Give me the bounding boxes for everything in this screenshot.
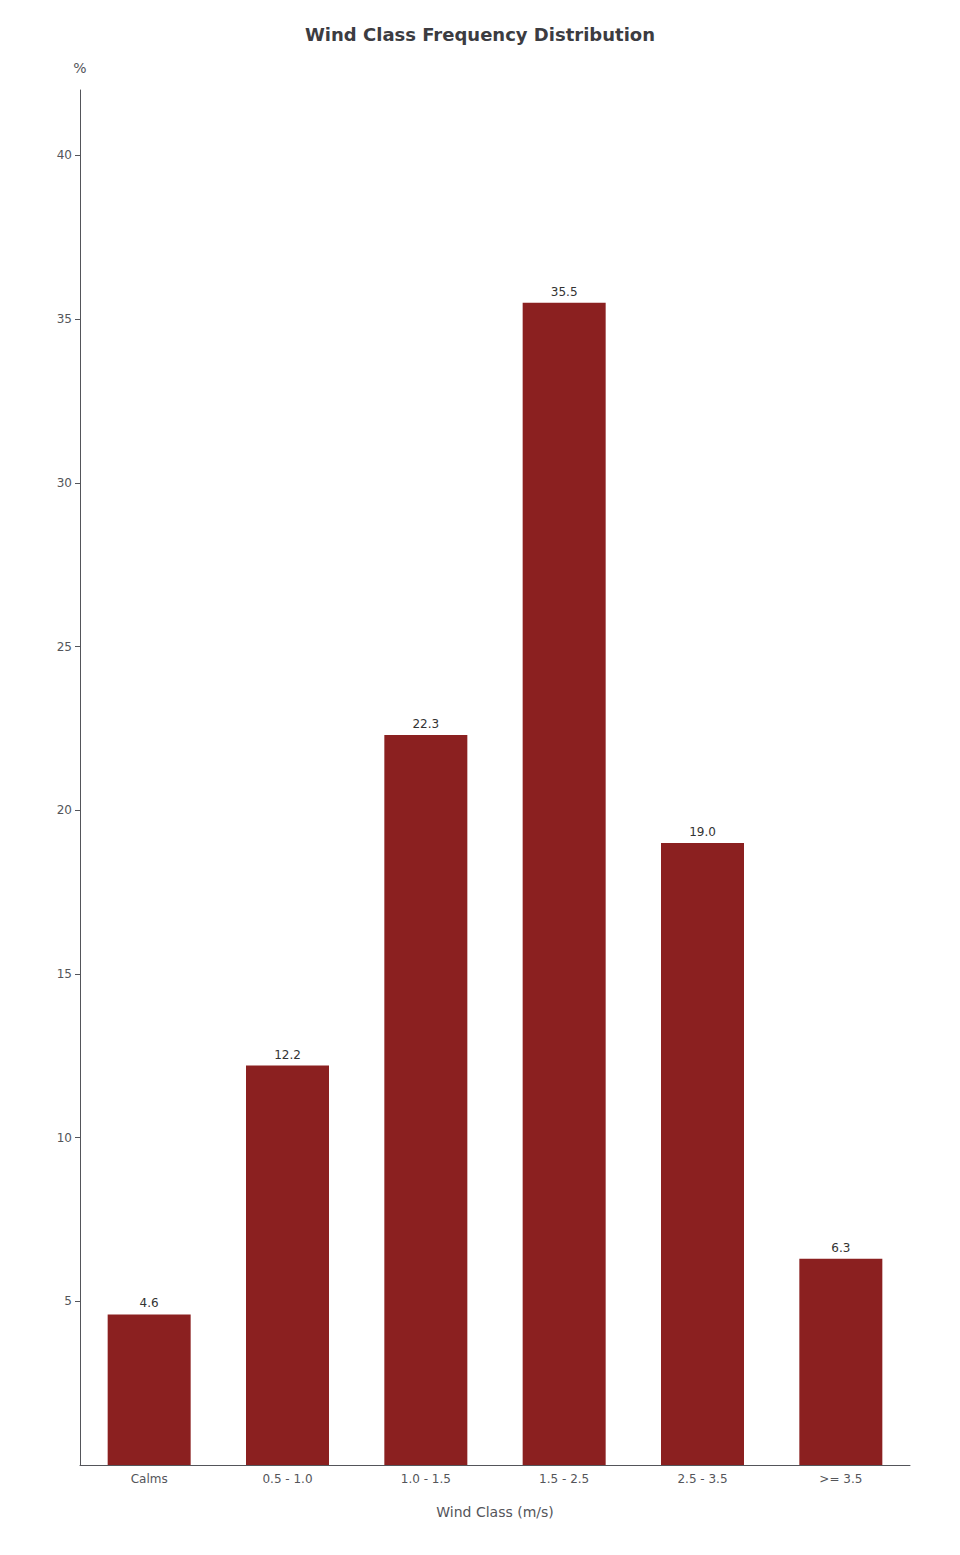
svg-text:1.5 - 2.5: 1.5 - 2.5 — [539, 1472, 589, 1486]
svg-text:%: % — [73, 60, 86, 76]
svg-text:4.6: 4.6 — [140, 1296, 159, 1310]
svg-text:40: 40 — [57, 148, 72, 162]
svg-text:0.5 - 1.0: 0.5 - 1.0 — [262, 1472, 312, 1486]
svg-text:15: 15 — [57, 967, 72, 981]
svg-text:Calms: Calms — [131, 1472, 168, 1486]
svg-text:19.0: 19.0 — [689, 825, 716, 839]
svg-text:1.0 - 1.5: 1.0 - 1.5 — [401, 1472, 451, 1486]
svg-text:35: 35 — [57, 312, 72, 326]
svg-text:Wind Class Frequency Distribut: Wind Class Frequency Distribution — [305, 24, 655, 45]
svg-text:6.3: 6.3 — [831, 1241, 850, 1255]
svg-text:22.3: 22.3 — [412, 717, 439, 731]
svg-text:10: 10 — [57, 1131, 72, 1145]
svg-text:Wind Class (m/s): Wind Class (m/s) — [436, 1504, 554, 1520]
svg-text:5: 5 — [64, 1294, 72, 1308]
svg-text:30: 30 — [57, 476, 72, 490]
svg-text:25: 25 — [57, 640, 72, 654]
svg-text:2.5 - 3.5: 2.5 - 3.5 — [677, 1472, 727, 1486]
svg-text:12.2: 12.2 — [274, 1048, 301, 1062]
svg-text:35.5: 35.5 — [551, 285, 578, 299]
svg-text:20: 20 — [57, 803, 72, 817]
svg-text:>= 3.5: >= 3.5 — [819, 1472, 862, 1486]
